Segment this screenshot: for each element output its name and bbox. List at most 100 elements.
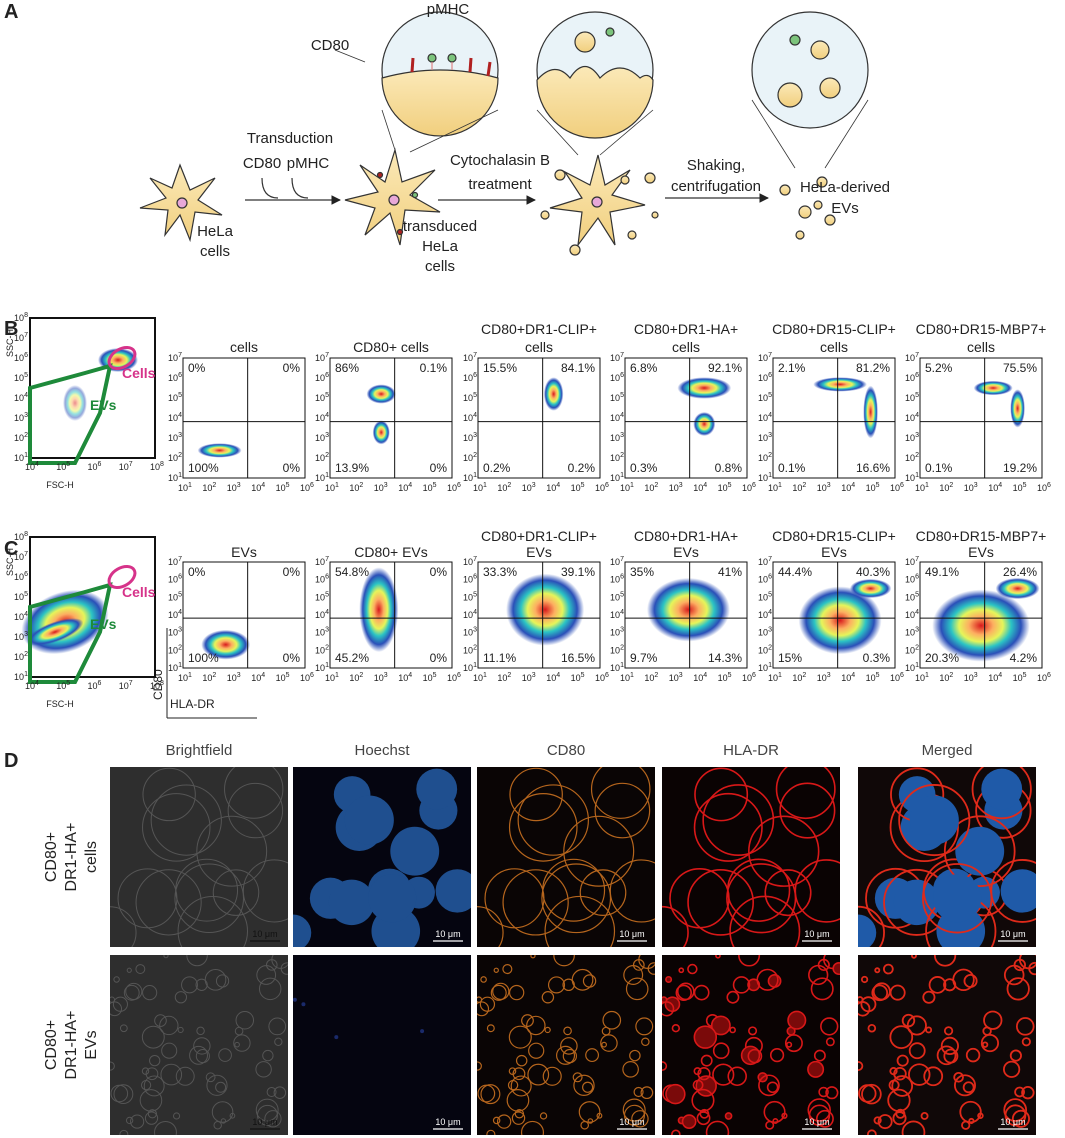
axis-label: SSC-H [5,329,15,357]
quadrant-percent: 0.1% [925,461,953,475]
tick-base: 10 [251,673,261,683]
tick-base: 10 [168,353,178,363]
tick-exponent: 4 [998,672,1002,679]
tick-exponent: 3 [237,672,241,679]
tick-base: 10 [168,628,178,638]
label: transduced [403,218,477,235]
nucleus [858,914,877,947]
cell-outline [195,978,208,991]
plot-frame [329,357,453,479]
tick-exponent: 4 [35,680,39,687]
membrane [965,1047,981,1063]
label: centrifugation [671,178,761,195]
membrane [678,967,685,974]
membrane [508,793,578,862]
tick-base: 10 [841,673,851,683]
tick-base: 10 [463,453,473,463]
cell-outline [145,1067,159,1081]
tick-base: 10 [742,673,752,683]
membrane [477,1061,482,1071]
tick-base: 10 [87,462,97,472]
tick-exponent: 3 [620,627,624,634]
tick-exponent: 3 [325,432,329,439]
cells-gate [107,565,137,589]
cell-outline [181,976,198,994]
tick-exponent: 2 [949,672,953,679]
membrane [553,955,575,967]
tick-exponent: 4 [473,412,477,419]
membrane [933,955,957,967]
membrane [541,991,555,1004]
tick-exponent: 1 [620,662,624,669]
quadrant-percent: 0.3% [863,651,891,665]
tick-exponent: 6 [620,372,624,379]
tick-exponent: 5 [620,392,624,399]
membrane [699,1108,710,1119]
membrane [526,1015,546,1036]
cell-outline [268,1017,287,1036]
membrane [490,984,507,1001]
tick-base: 10 [251,483,261,493]
membrane [694,767,749,822]
membrane [889,1025,914,1049]
tick-base: 10 [14,393,24,403]
quadrant-percent: 92.1% [708,361,742,375]
quadrant-percent: 2.1% [778,361,806,375]
membrane [539,1112,548,1120]
tick-base: 10 [792,673,802,683]
tick-exponent: 5 [620,591,624,598]
tick-base: 10 [610,433,620,443]
density [813,377,867,392]
membrane [858,1001,871,1017]
membrane [687,868,754,936]
plot-title: CD80+DR1-CLIP+ [481,528,597,544]
curve [261,177,309,199]
tick-exponent: 2 [325,644,329,651]
tick-base: 10 [423,673,433,683]
tick-base: 10 [14,672,24,682]
tick-exponent: 5 [433,672,437,679]
tick-exponent: 3 [178,432,182,439]
cell-outline [142,767,196,822]
scale-bar-label: 10 μm [619,1117,644,1127]
plot-title: EVs [526,544,552,560]
panel-label: D [4,750,18,772]
label: pMHC [287,155,330,172]
tick-base: 10 [315,393,325,403]
membrane [641,1037,650,1047]
tick-exponent: 5 [1023,482,1027,489]
membrane [729,895,801,947]
plot-frame [182,357,306,479]
density [677,377,732,399]
quadrant-percent: 84.1% [561,361,595,375]
cell-outline [264,1110,282,1128]
label: EVs [831,200,859,217]
tick-base: 10 [119,462,129,472]
tick-exponent: 6 [605,672,609,679]
quadrant-percent: 35% [630,565,654,579]
membrane [705,1120,730,1135]
tick-exponent: 6 [24,352,28,359]
tick-base: 10 [758,413,768,423]
density-group [973,380,1025,428]
cell-outline [141,1067,150,1075]
membrane [729,1026,736,1034]
tick-exponent: 1 [630,672,634,679]
tick-base: 10 [473,673,483,683]
tick-exponent: 5 [581,672,585,679]
membrane [724,1112,733,1120]
tick-base: 10 [14,612,24,622]
scale-bar-label: 10 μm [1000,1117,1025,1127]
tick-base: 10 [315,592,325,602]
gate-label: Cells [122,584,156,600]
density [506,573,585,646]
tick-exponent: 6 [325,372,329,379]
cell-outline [135,964,146,975]
tick-exponent: 2 [24,432,28,439]
cell-outline [212,869,260,916]
cell-outline [273,1086,287,1099]
cell-outline [113,976,120,983]
quadrant-percent: 0.2% [483,461,511,475]
membrane [1006,977,1030,1001]
membrane [492,1116,501,1125]
